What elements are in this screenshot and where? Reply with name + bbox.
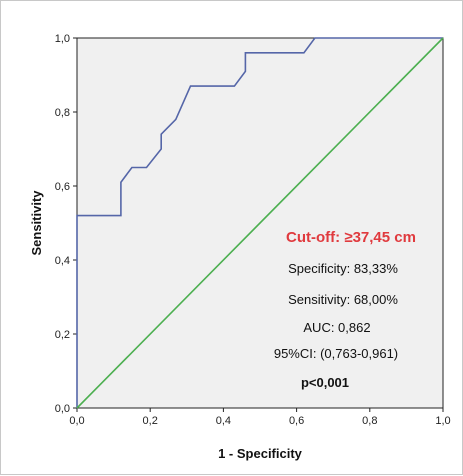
y-tick-label: 0,4 [55,255,70,267]
x-tick-label: 0,4 [216,415,231,427]
reference-diagonal-line [76,37,444,409]
y-tick-label: 0,6 [55,181,70,193]
y-axis-title: Sensitivity [29,190,44,256]
roc-curve-line [76,37,443,408]
x-tick-label: 0,2 [143,415,158,427]
y-tick-label: 1,0 [55,33,70,45]
x-axis-title: 1 - Specificity [218,446,303,461]
x-tick-label: 1,0 [435,415,450,427]
y-tick-label: 0,0 [55,403,70,415]
sensitivity-annotation: Sensitivity: 68,00% [288,292,398,307]
y-tick-label: 0,2 [55,329,70,341]
x-tick-label: 0,6 [289,415,304,427]
specificity-annotation: Specificity: 83,33% [288,261,398,276]
p-value-annotation: p<0,001 [301,375,349,390]
ci-annotation: 95%CI: (0,763-0,961) [274,346,398,361]
auc-annotation: AUC: 0,862 [303,320,370,335]
x-tick-label: 0,8 [362,415,377,427]
y-tick-label: 0,8 [55,107,70,119]
cutoff-annotation: Cut-off: ≥37,45 cm [286,229,416,246]
x-tick-label: 0,0 [69,415,84,427]
